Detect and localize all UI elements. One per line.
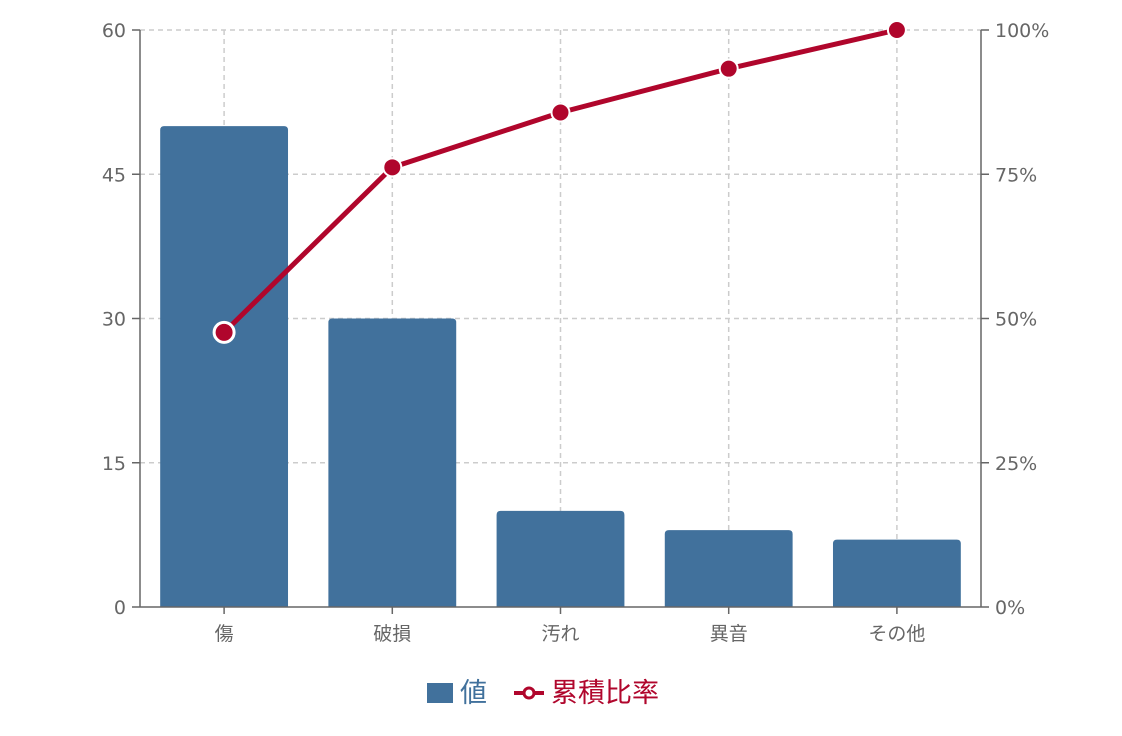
right-axis-ticks: 0% 25% 50% 75% 100% [981, 20, 1049, 619]
right-tick-label: 100% [995, 20, 1049, 42]
legend-bar-label: 値 [460, 678, 487, 709]
x-tick-label: 異音 [710, 623, 748, 645]
bar-異音 [664, 530, 793, 607]
bar-series [160, 126, 961, 608]
x-tick-label: 汚れ [541, 623, 579, 645]
x-tick-label: その他 [868, 623, 925, 645]
left-tick-label: 15 [102, 453, 126, 475]
cumulative-line-series [212, 20, 907, 344]
legend-bar-swatch [427, 683, 453, 703]
left-tick-label: 45 [102, 164, 126, 186]
bar-破損 [328, 318, 457, 607]
bar-傷 [160, 126, 289, 608]
bar-その他 [832, 539, 961, 607]
legend-line-label: 累積比率 [551, 678, 659, 709]
left-tick-label: 0 [114, 597, 126, 619]
line-point-汚れ [550, 102, 571, 123]
line-point-その他 [886, 20, 907, 40]
line-point-異音 [718, 58, 739, 79]
right-tick-label: 25% [995, 453, 1037, 475]
x-axis-ticks: 傷 破損 汚れ 異音 その他 [215, 607, 925, 645]
left-axis-ticks: 0 15 30 45 60 [102, 20, 140, 619]
x-tick-label: 傷 [215, 623, 234, 645]
left-tick-label: 60 [102, 20, 126, 42]
line-point-傷 [212, 320, 236, 344]
right-tick-label: 75% [995, 164, 1037, 186]
line-point-破損 [382, 157, 403, 178]
legend-item-line[interactable]: 累積比率 [514, 678, 659, 709]
legend-item-bar[interactable]: 値 [427, 678, 487, 709]
bar-汚れ [496, 510, 625, 607]
right-tick-label: 0% [995, 597, 1025, 619]
legend[interactable]: 値 累積比率 [427, 678, 659, 709]
left-tick-label: 30 [102, 309, 126, 331]
x-tick-label: 破損 [373, 623, 411, 645]
right-tick-label: 50% [995, 309, 1037, 331]
legend-line-marker [522, 686, 536, 700]
